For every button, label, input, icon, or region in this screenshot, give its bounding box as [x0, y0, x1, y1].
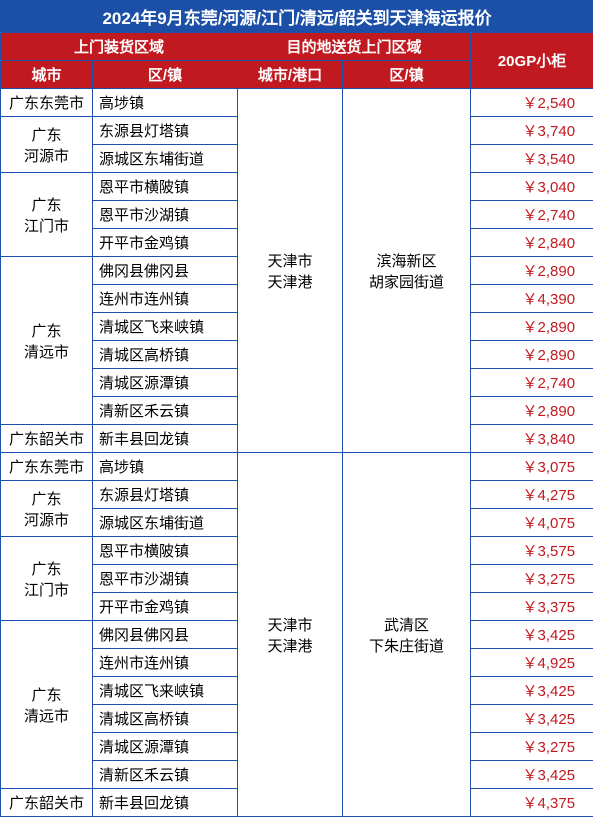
origin-zone: 新丰县回龙镇 [93, 789, 238, 817]
price-cell: ￥4,390 [471, 285, 593, 313]
price-cell: ￥3,540 [471, 145, 593, 173]
price-cell: ￥4,275 [471, 481, 593, 509]
origin-city: 广东清远市 [1, 257, 93, 425]
price-cell: ￥2,890 [471, 341, 593, 369]
origin-zone: 开平市金鸡镇 [93, 593, 238, 621]
origin-zone: 清城区源潭镇 [93, 733, 238, 761]
hdr-dest-city: 城市/港口 [238, 61, 343, 89]
origin-zone: 新丰县回龙镇 [93, 425, 238, 453]
origin-zone: 高埗镇 [93, 89, 238, 117]
origin-zone: 高埗镇 [93, 453, 238, 481]
dest-port: 天津市天津港 [238, 453, 343, 817]
origin-city: 广东江门市 [1, 173, 93, 257]
price-cell: ￥4,925 [471, 649, 593, 677]
hdr-zone: 区/镇 [93, 61, 238, 89]
hdr-price: 20GP小柜 [471, 33, 593, 89]
price-cell: ￥2,740 [471, 369, 593, 397]
origin-city: 广东江门市 [1, 537, 93, 621]
price-cell: ￥2,540 [471, 89, 593, 117]
origin-zone: 清新区禾云镇 [93, 397, 238, 425]
price-cell: ￥3,575 [471, 537, 593, 565]
dest-area: 武清区下朱庄街道 [343, 453, 471, 817]
price-cell: ￥3,740 [471, 117, 593, 145]
origin-zone: 东源县灯塔镇 [93, 117, 238, 145]
origin-city: 广东东莞市 [1, 89, 93, 117]
price-cell: ￥3,425 [471, 761, 593, 789]
hdr-dest-zone: 区/镇 [343, 61, 471, 89]
price-cell: ￥2,890 [471, 397, 593, 425]
origin-zone: 清城区飞来峡镇 [93, 313, 238, 341]
origin-zone: 清城区高桥镇 [93, 341, 238, 369]
hdr-pickup: 上门装货区域 [1, 33, 238, 61]
shipping-quote-table: 2024年9月东莞/河源/江门/清远/韶关到天津海运报价上门装货区域目的地送货上… [0, 0, 593, 817]
table-title: 2024年9月东莞/河源/江门/清远/韶关到天津海运报价 [1, 1, 593, 33]
origin-zone: 源城区东埔街道 [93, 145, 238, 173]
dest-area: 滨海新区胡家园街道 [343, 89, 471, 453]
origin-city: 广东清远市 [1, 621, 93, 789]
price-cell: ￥2,740 [471, 201, 593, 229]
dest-port: 天津市天津港 [238, 89, 343, 453]
price-cell: ￥3,075 [471, 453, 593, 481]
origin-zone: 恩平市沙湖镇 [93, 201, 238, 229]
hdr-city: 城市 [1, 61, 93, 89]
origin-zone: 清城区源潭镇 [93, 369, 238, 397]
origin-city: 广东河源市 [1, 117, 93, 173]
price-cell: ￥2,890 [471, 257, 593, 285]
origin-zone: 连州市连州镇 [93, 649, 238, 677]
origin-zone: 恩平市横陂镇 [93, 537, 238, 565]
origin-city: 广东韶关市 [1, 425, 93, 453]
hdr-delivery: 目的地送货上门区域 [238, 33, 471, 61]
origin-zone: 连州市连州镇 [93, 285, 238, 313]
origin-zone: 清城区高桥镇 [93, 705, 238, 733]
origin-zone: 佛冈县佛冈县 [93, 621, 238, 649]
price-cell: ￥3,425 [471, 621, 593, 649]
origin-city: 广东河源市 [1, 481, 93, 537]
origin-zone: 源城区东埔街道 [93, 509, 238, 537]
origin-city: 广东韶关市 [1, 789, 93, 817]
price-cell: ￥3,425 [471, 705, 593, 733]
origin-city: 广东东莞市 [1, 453, 93, 481]
price-cell: ￥4,075 [471, 509, 593, 537]
origin-zone: 清城区飞来峡镇 [93, 677, 238, 705]
origin-zone: 开平市金鸡镇 [93, 229, 238, 257]
price-cell: ￥2,890 [471, 313, 593, 341]
price-cell: ￥3,840 [471, 425, 593, 453]
price-cell: ￥3,425 [471, 677, 593, 705]
price-cell: ￥3,275 [471, 565, 593, 593]
origin-zone: 恩平市沙湖镇 [93, 565, 238, 593]
price-cell: ￥3,040 [471, 173, 593, 201]
price-cell: ￥2,840 [471, 229, 593, 257]
price-cell: ￥4,375 [471, 789, 593, 817]
origin-zone: 恩平市横陂镇 [93, 173, 238, 201]
origin-zone: 佛冈县佛冈县 [93, 257, 238, 285]
price-cell: ￥3,375 [471, 593, 593, 621]
origin-zone: 清新区禾云镇 [93, 761, 238, 789]
origin-zone: 东源县灯塔镇 [93, 481, 238, 509]
price-cell: ￥3,275 [471, 733, 593, 761]
